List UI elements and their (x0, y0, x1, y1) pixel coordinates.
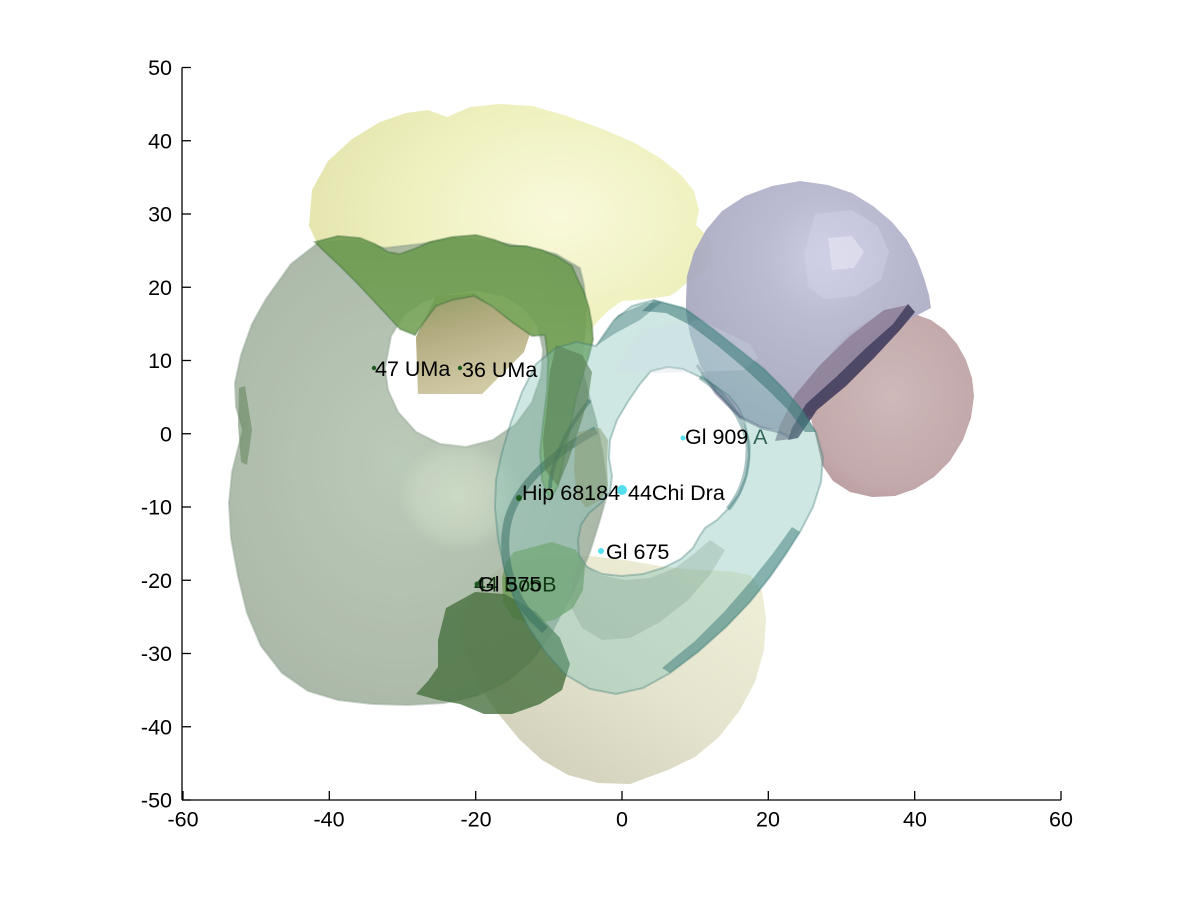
svg-text:-10: -10 (141, 496, 172, 520)
svg-text:Gl 675: Gl 675 (606, 540, 669, 564)
svg-text:Hip 68184: Hip 68184 (522, 481, 620, 505)
svg-text:-40: -40 (313, 808, 344, 832)
svg-text:50: 50 (148, 56, 172, 80)
svg-text:10: 10 (148, 349, 172, 373)
svg-text:-50: -50 (141, 789, 172, 813)
svg-text:44 BooB: 44 BooB (474, 573, 556, 597)
svg-text:44Chi Dra: 44Chi Dra (628, 481, 725, 505)
svg-text:-20: -20 (460, 808, 491, 832)
svg-text:0: 0 (616, 808, 628, 832)
svg-text:40: 40 (903, 808, 927, 832)
svg-text:-60: -60 (167, 808, 198, 832)
svg-text:47 UMa: 47 UMa (375, 357, 450, 381)
svg-text:36 UMa: 36 UMa (462, 358, 537, 382)
svg-text:Gl 575: Gl 575 (478, 573, 541, 597)
svg-text:-30: -30 (141, 642, 172, 666)
svg-text:-40: -40 (141, 715, 172, 739)
svg-text:0: 0 (160, 422, 172, 446)
svg-text:20: 20 (148, 276, 172, 300)
svg-text:-20: -20 (141, 569, 172, 593)
svg-text:20: 20 (756, 808, 780, 832)
svg-text:40: 40 (148, 129, 172, 153)
svg-text:Gl 909 A: Gl 909 A (685, 425, 768, 449)
svg-text:30: 30 (148, 203, 172, 227)
svg-text:60: 60 (1049, 808, 1073, 832)
